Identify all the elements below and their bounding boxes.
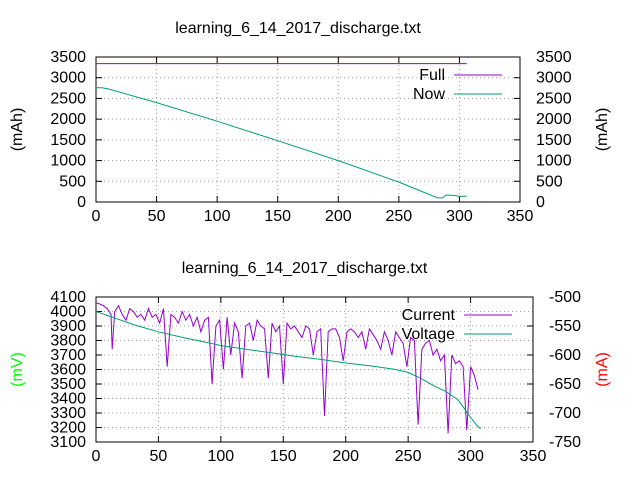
series-line-current — [95, 302, 479, 434]
y-axis-label: (mAh) — [9, 108, 26, 152]
y-tick-label: 2500 — [50, 90, 86, 107]
plot-border — [95, 56, 521, 203]
y-tick-label: 1000 — [50, 153, 86, 170]
x-tick-label: 50 — [150, 448, 168, 465]
series-line-voltage — [95, 311, 481, 430]
legend-label-now: Now — [413, 86, 445, 103]
series-line-now — [96, 87, 467, 199]
y2-tick-label: -600 — [549, 347, 581, 364]
x-tick-label: 300 — [457, 448, 484, 465]
y-axis-label: (mV) — [9, 352, 26, 387]
y-tick-label: 3300 — [50, 405, 86, 422]
y2-tick-label: -500 — [549, 289, 581, 306]
y-tick-label: 3100 — [50, 434, 86, 451]
x-tick-label: 350 — [520, 448, 547, 465]
y-tick-label: 4100 — [50, 289, 86, 306]
x-tick-label: 150 — [264, 208, 291, 225]
legend-label-full: Full — [419, 67, 445, 84]
y-tick-label: 3500 — [50, 376, 86, 393]
y-tick-label: 3500 — [50, 49, 86, 66]
chart-title: learning_6_14_2017_discharge.txt — [175, 20, 421, 37]
y2-tick-label: -750 — [549, 434, 581, 451]
legend-label-voltage: Voltage — [402, 326, 455, 343]
y-tick-label: 3600 — [50, 362, 86, 379]
y-tick-label: 3000 — [50, 70, 86, 87]
y-tick-label: 500 — [59, 173, 86, 190]
y-tick-label: 2000 — [50, 111, 86, 128]
y-tick-label: 3200 — [50, 420, 86, 437]
y2-tick-label: 2000 — [536, 111, 572, 128]
y2-tick-label: 0 — [536, 194, 545, 211]
x-tick-label: 150 — [270, 448, 297, 465]
legend-label-current: Current — [402, 307, 456, 324]
chart-title: learning_6_14_2017_discharge.txt — [182, 260, 428, 277]
y2-tick-label: 2500 — [536, 90, 572, 107]
y-tick-label: 3900 — [50, 318, 86, 335]
x-tick-label: 200 — [332, 448, 359, 465]
y-tick-label: 0 — [77, 194, 86, 211]
y-tick-label: 3800 — [50, 333, 86, 350]
x-tick-label: 250 — [386, 208, 413, 225]
y2-tick-label: 1000 — [536, 153, 572, 170]
y-tick-label: 4000 — [50, 304, 86, 321]
y2-tick-label: 500 — [536, 173, 563, 190]
y2-tick-label: 1500 — [536, 132, 572, 149]
y2-tick-label: -700 — [549, 405, 581, 422]
x-tick-label: 300 — [446, 208, 473, 225]
x-tick-label: 50 — [148, 208, 166, 225]
x-tick-label: 0 — [92, 208, 101, 225]
y2-tick-label: 3000 — [536, 70, 572, 87]
x-tick-label: 100 — [208, 448, 235, 465]
y-tick-label: 3400 — [50, 391, 86, 408]
y-tick-label: 3700 — [50, 347, 86, 364]
y2-tick-label: -550 — [549, 318, 581, 335]
y-tick-label: 1500 — [50, 132, 86, 149]
x-tick-label: 250 — [395, 448, 422, 465]
x-tick-label: 350 — [507, 208, 534, 225]
x-tick-label: 200 — [325, 208, 352, 225]
x-tick-label: 0 — [92, 448, 101, 465]
y2-tick-label: 3500 — [536, 49, 572, 66]
x-tick-label: 100 — [204, 208, 231, 225]
y2-axis-label: (mA) — [594, 352, 611, 387]
y2-tick-label: -650 — [549, 376, 581, 393]
y2-axis-label: (mAh) — [594, 108, 611, 152]
